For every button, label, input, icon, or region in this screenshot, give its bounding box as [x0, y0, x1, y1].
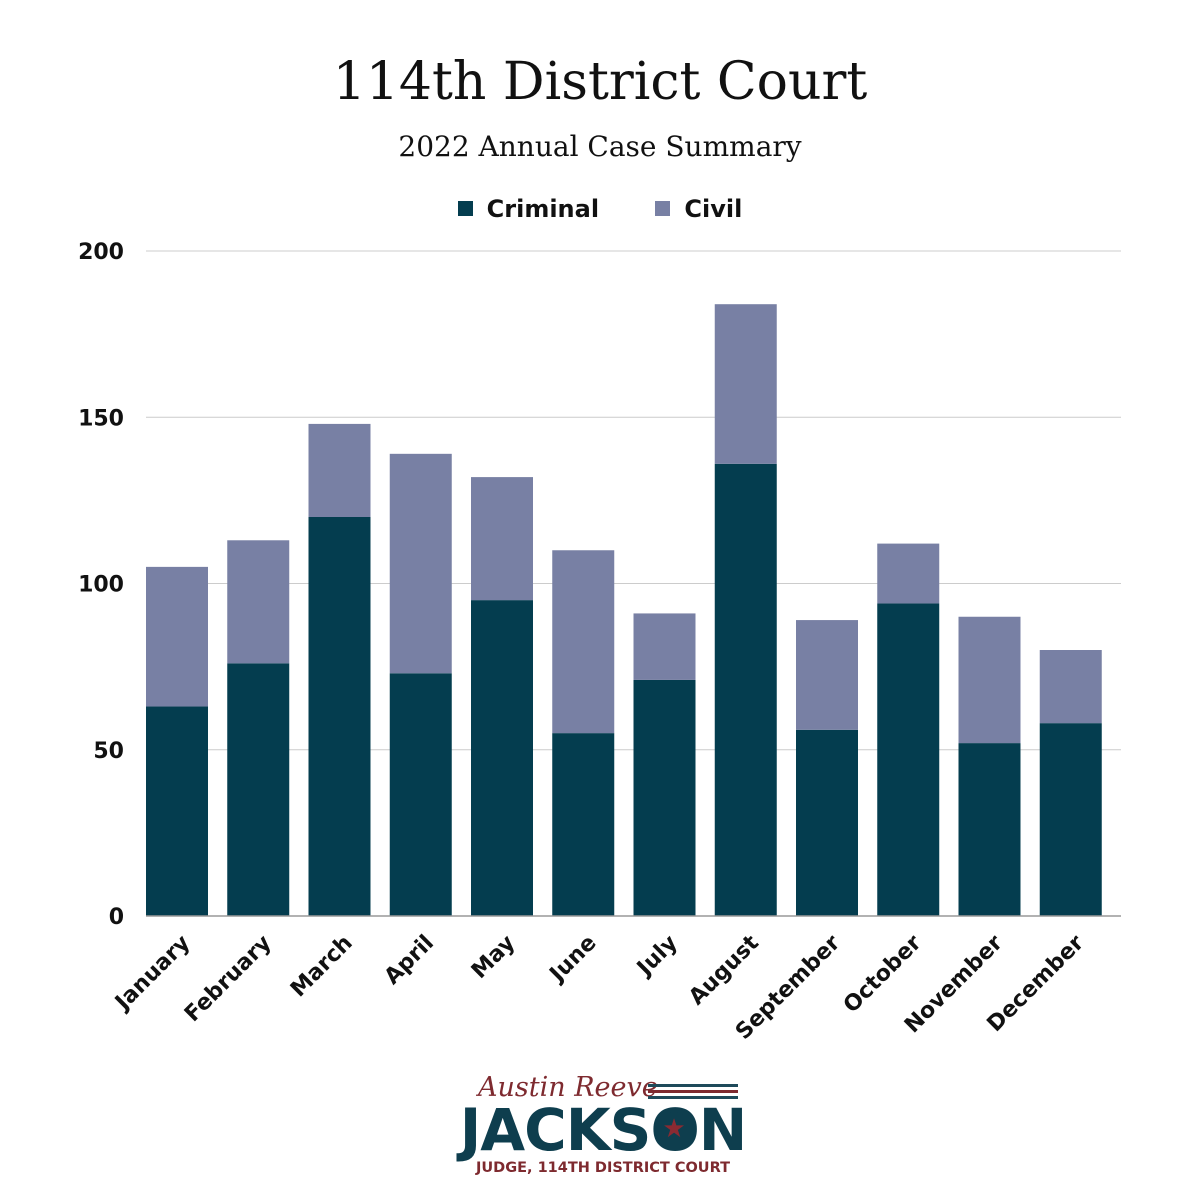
bar-criminal-march	[308, 517, 371, 916]
bar-criminal-november	[958, 743, 1021, 916]
y-axis-ticks: 0 50 100 150 200	[78, 240, 124, 930]
x-tick-label: July	[631, 931, 682, 982]
bar-stack-june	[552, 550, 615, 916]
bar-civil-october	[877, 543, 940, 604]
legend-swatch-criminal	[457, 201, 473, 216]
x-tick-label: April	[380, 931, 439, 990]
logo-stripe	[648, 1084, 738, 1087]
bar-civil-may	[471, 477, 533, 601]
bar-civil-september	[796, 620, 858, 730]
legend-label-criminal: Criminal	[486, 195, 600, 223]
bar-stack-september	[796, 620, 858, 916]
x-tick-label: January	[109, 931, 195, 1017]
bar-criminal-august	[714, 463, 777, 916]
y-tick-label: 200	[78, 240, 124, 265]
x-tick-label: June	[544, 931, 602, 989]
chart-legend: Criminal Civil	[0, 195, 1200, 223]
bar-criminal-may	[471, 600, 533, 916]
bar-civil-january	[146, 566, 208, 707]
bar-civil-august	[714, 304, 777, 464]
bar-criminal-january	[146, 706, 208, 916]
star-icon: ★	[657, 1112, 691, 1146]
chart-title: 114th District Court	[332, 52, 868, 112]
logo-role: JUDGE, 114TH DISTRICT COURT	[476, 1160, 730, 1176]
bar-stack-february	[227, 540, 290, 916]
bar-stack-november	[958, 616, 1021, 916]
bar-criminal-june	[552, 733, 615, 916]
bar-criminal-april	[389, 673, 452, 916]
bar-stack-may	[471, 477, 533, 916]
legend-item-civil: Civil	[655, 195, 742, 223]
logo-first-names: Austin Reeve	[478, 1072, 658, 1103]
bar-stack-january	[146, 566, 208, 916]
bar-stack-march	[308, 423, 371, 916]
bar-criminal-february	[227, 663, 290, 916]
bar-stack-july	[633, 613, 696, 916]
bar-civil-november	[958, 616, 1021, 744]
x-tick-label: August	[684, 930, 764, 1010]
bar-civil-march	[308, 423, 371, 517]
bar-civil-june	[552, 550, 615, 734]
y-tick-label: 0	[109, 905, 124, 930]
bar-criminal-december	[1039, 723, 1102, 916]
chart-subtitle: 2022 Annual Case Summary	[398, 130, 802, 163]
x-tick-label: October	[839, 930, 927, 1018]
campaign-logo: Austin Reeve JACKSON ★ JUDGE, 114TH DIST…	[458, 1072, 748, 1182]
bar-stack-october	[877, 543, 940, 916]
legend-label-civil: Civil	[684, 195, 743, 223]
y-tick-label: 150	[78, 406, 124, 431]
y-tick-label: 100	[78, 573, 124, 598]
bar-civil-july	[633, 613, 696, 680]
y-tick-label: 50	[93, 739, 124, 764]
bar-criminal-september	[796, 729, 858, 916]
x-tick-label: May	[467, 931, 520, 984]
bar-civil-february	[227, 540, 290, 664]
bar-stack-august	[714, 304, 777, 916]
bar-civil-april	[389, 453, 452, 674]
bar-criminal-july	[633, 679, 696, 916]
bar-stack-april	[389, 453, 452, 916]
logo-surname: JACKSON	[459, 1096, 748, 1164]
logo-stripe	[648, 1096, 738, 1099]
logo-stripe	[648, 1090, 738, 1093]
bar-groups	[146, 304, 1102, 916]
bar-civil-december	[1039, 650, 1102, 724]
legend-item-criminal: Criminal	[457, 195, 600, 223]
bar-stack-december	[1039, 650, 1102, 916]
bar-criminal-october	[877, 603, 940, 916]
x-tick-label: February	[180, 931, 276, 1027]
legend-swatch-civil	[655, 201, 671, 216]
x-tick-label: March	[286, 931, 358, 1003]
